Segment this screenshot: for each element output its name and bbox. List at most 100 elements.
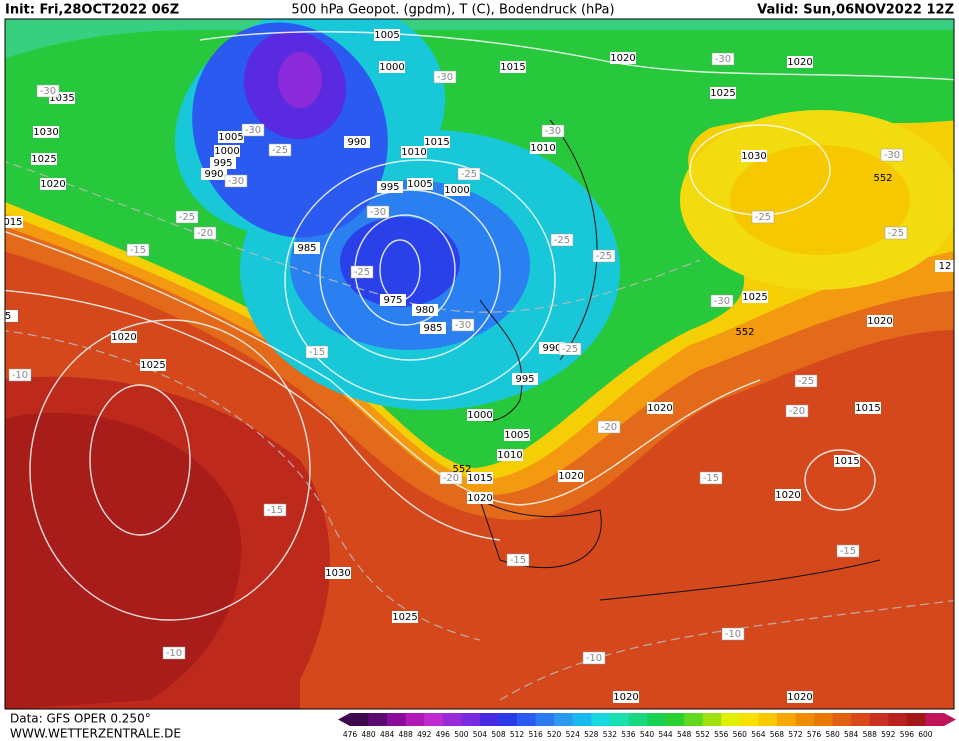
colorbar-label: 504 — [473, 730, 488, 739]
label-box — [530, 142, 556, 154]
label-box — [867, 315, 893, 327]
label-box — [794, 374, 818, 388]
field-purple — [278, 52, 322, 108]
map-label: 1020 — [867, 316, 892, 327]
map-label: -30 — [228, 176, 244, 187]
map-label: -25 — [798, 376, 814, 387]
map-label: 1015 — [855, 403, 880, 414]
map-label: 1010 — [530, 143, 555, 154]
colorbar-cell — [572, 713, 592, 726]
map-label: -25 — [354, 267, 370, 278]
map-label: 1015 — [500, 62, 525, 73]
map-label: 1020 — [775, 490, 800, 501]
label-box — [5, 310, 18, 322]
isotherm — [499, 599, 954, 701]
colorbar-label: 536 — [621, 730, 636, 739]
colorbar-cell — [368, 713, 388, 726]
label-box — [504, 429, 530, 441]
map-label: 1020 — [787, 692, 812, 703]
map-label: -15 — [703, 473, 719, 484]
label-box — [451, 318, 475, 332]
label-box — [374, 29, 400, 41]
label-box — [497, 449, 523, 461]
label-box — [175, 210, 199, 224]
colorbar-label: 500 — [454, 730, 469, 739]
colorbar-cell — [479, 713, 499, 726]
label-box — [325, 567, 351, 579]
label-box — [787, 691, 813, 703]
label-box — [558, 470, 584, 482]
label-box — [201, 168, 227, 180]
label-box — [162, 646, 186, 660]
map-label: 1000 — [444, 185, 469, 196]
map-label: -25 — [755, 212, 771, 223]
map-label: 995 — [515, 374, 534, 385]
label-box — [721, 627, 745, 641]
map-label: 1015 — [467, 473, 492, 484]
map-label: -10 — [586, 653, 602, 664]
label-box — [550, 233, 574, 247]
isobar — [804, 449, 876, 511]
map-label: 980 — [415, 305, 434, 316]
map-label: 1020 — [467, 493, 492, 504]
label-box — [699, 471, 723, 485]
label-box — [457, 167, 481, 181]
map-label: 985 — [423, 323, 442, 334]
label-box — [424, 136, 450, 148]
map-label: -25 — [179, 212, 195, 223]
colorbar-cell — [554, 713, 574, 726]
label-box — [407, 178, 433, 190]
map-label: 1020 — [787, 57, 812, 68]
map-label: -25 — [596, 251, 612, 262]
isobar — [5, 289, 501, 541]
map-label: -20 — [443, 473, 459, 484]
label-box — [836, 544, 860, 558]
colorbar-cell — [684, 713, 703, 726]
map-label: 1025 — [140, 360, 165, 371]
label-box — [210, 157, 236, 169]
label-box — [467, 492, 493, 504]
field-lightgreen — [5, 19, 954, 59]
colorbar-arrow — [944, 713, 956, 726]
colorbar-cell — [461, 713, 481, 726]
map-label: 1005 — [218, 132, 243, 143]
label-box — [539, 342, 565, 354]
map-label: 985 — [297, 243, 316, 254]
map-label: -30 — [40, 86, 56, 97]
map-label: 1005 — [504, 430, 529, 441]
colorbar-cell — [906, 713, 926, 726]
map-label: 552 — [735, 327, 754, 338]
map-label: 990 — [204, 169, 223, 180]
colorbar-label: 540 — [640, 730, 655, 739]
label-box — [420, 322, 446, 334]
colorbar-cell — [647, 713, 666, 726]
map-label: -10 — [725, 629, 741, 640]
label-box — [111, 331, 137, 343]
colorbar-label: 584 — [844, 730, 859, 739]
colorbar-label: 476 — [343, 730, 358, 739]
label-box — [647, 402, 673, 414]
map-label: -30 — [714, 296, 730, 307]
title-text: 500 hPa Geopot. (gpdm), T (C), Bodendruc… — [291, 3, 614, 18]
label-box — [541, 124, 565, 138]
label-box — [467, 409, 493, 421]
colorbar-label: 556 — [714, 730, 729, 739]
label-box — [8, 368, 32, 382]
map-label: 12 — [939, 261, 952, 272]
map-label: -15 — [510, 555, 526, 566]
colorbar-cell — [851, 713, 871, 726]
colorbar-label: 484 — [380, 730, 395, 739]
map-label: 1000 — [379, 62, 404, 73]
label-box — [401, 146, 427, 158]
map-label: -30 — [370, 207, 386, 218]
map-label: 1020 — [111, 332, 136, 343]
init-text: Init: Fri,28OCT2022 06Z — [5, 3, 179, 18]
map-label: 552 — [452, 464, 471, 475]
field-gold-east — [730, 145, 910, 255]
map-label: 1020 — [558, 471, 583, 482]
colorbar-cell — [739, 713, 759, 726]
colorbar-label: 588 — [863, 730, 878, 739]
colorbar-label: 528 — [584, 730, 599, 739]
map: 1005 1000 1015 1020 1020 1025 1035 1030 1025 1020… — [4, 18, 955, 710]
